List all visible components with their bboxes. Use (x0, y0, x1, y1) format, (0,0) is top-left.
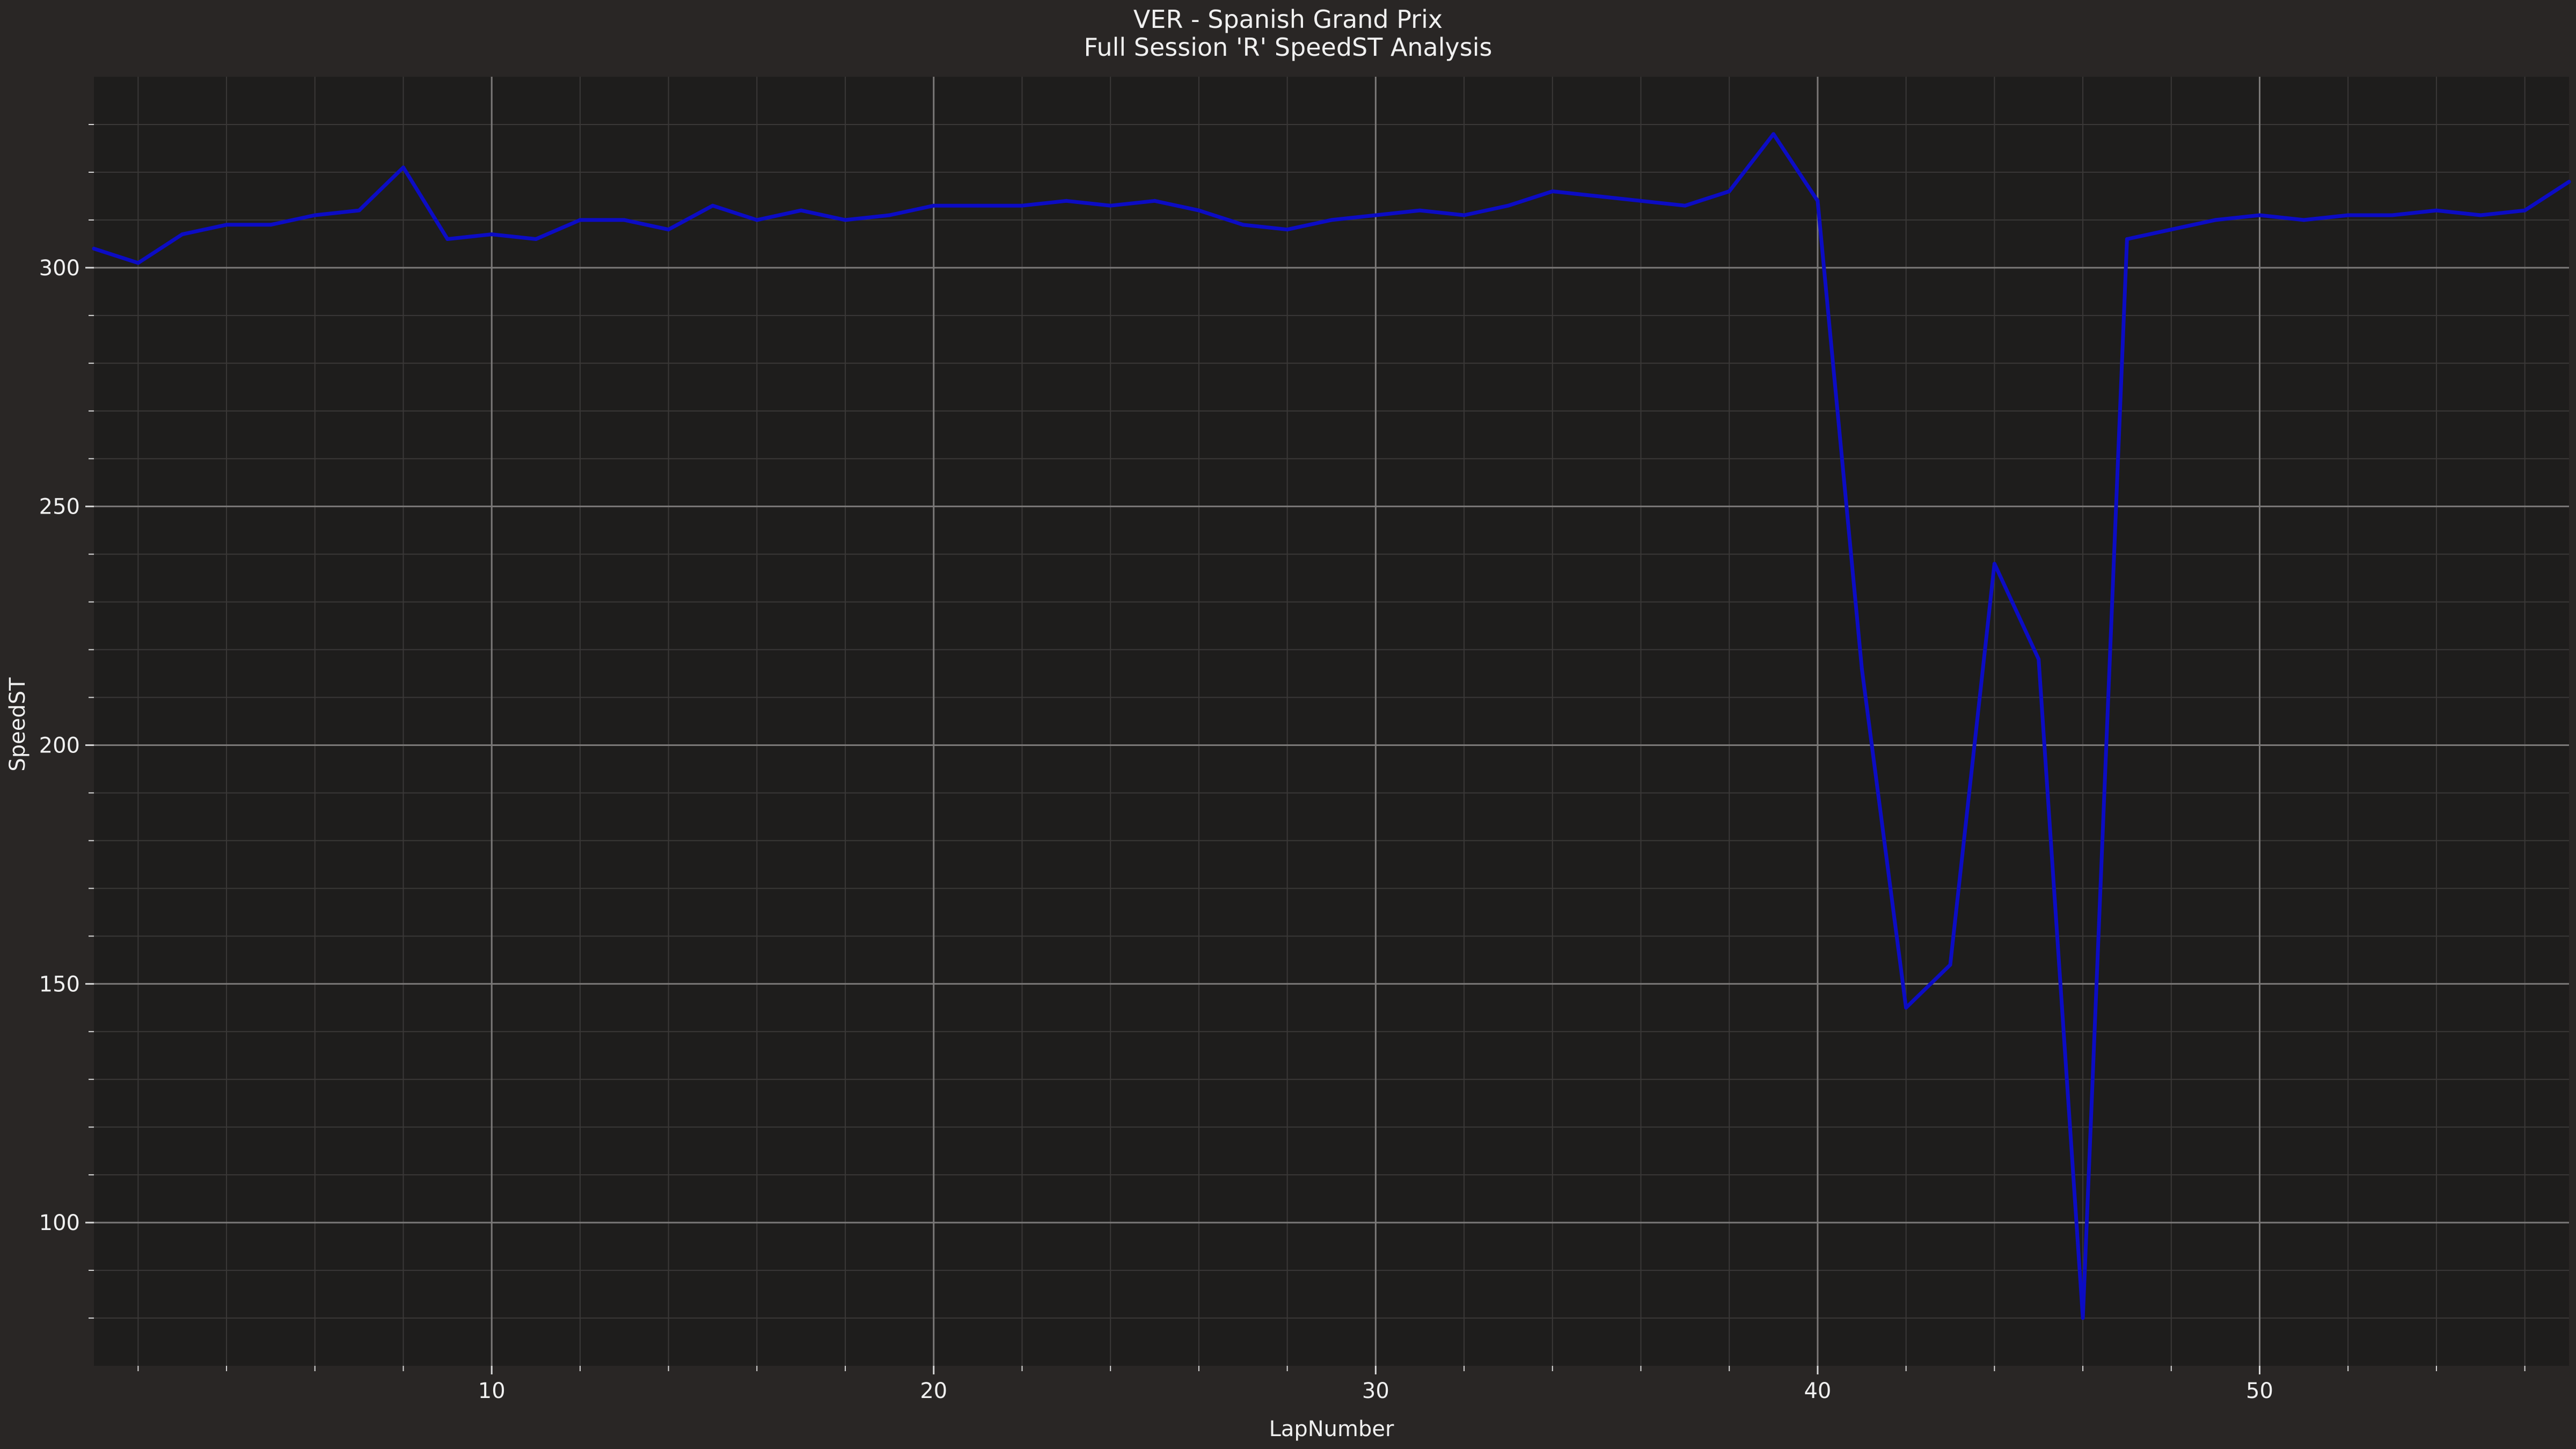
axis-ticks (85, 123, 2526, 1374)
x-tick-label: 40 (1804, 1379, 1831, 1403)
data-point (1727, 189, 1731, 194)
data-point (313, 213, 317, 217)
chart-subtitle: Full Session 'R' SpeedST Analysis (1084, 33, 1492, 62)
data-point (1550, 189, 1555, 194)
data-point (1462, 213, 1466, 217)
data-point (843, 218, 847, 222)
data-point (1373, 213, 1378, 217)
data-point (887, 213, 891, 217)
x-tick-label: 30 (1362, 1379, 1389, 1403)
data-point (976, 203, 980, 208)
data-point (799, 208, 803, 213)
data-point (1108, 203, 1113, 208)
data-point (2213, 218, 2218, 222)
data-point (1285, 228, 1290, 232)
data-point (92, 246, 96, 251)
data-point (1992, 561, 1996, 566)
data-point (755, 218, 759, 222)
y-tick-label: 100 (39, 1211, 80, 1235)
data-point (2258, 213, 2262, 217)
data-point (2302, 218, 2306, 222)
x-axis-label: LapNumber (1269, 1417, 1394, 1441)
series-layer (92, 132, 2571, 1320)
minor-grid (94, 77, 2569, 1366)
data-point (622, 218, 626, 222)
x-tick-label: 10 (478, 1379, 506, 1403)
data-point (1329, 218, 1334, 222)
y-tick-label: 200 (39, 733, 80, 758)
data-point (1594, 194, 1599, 198)
x-tick-label: 50 (2246, 1379, 2273, 1403)
data-point (2478, 213, 2483, 217)
data-point (1064, 199, 1069, 203)
data-point (2523, 208, 2527, 213)
data-point (1948, 963, 1952, 967)
data-point (1197, 208, 1201, 213)
data-point (445, 237, 450, 241)
data-point (534, 237, 538, 241)
data-point (1241, 223, 1245, 227)
data-point (268, 223, 273, 227)
data-point (224, 223, 229, 227)
y-axis-label: SpeedST (5, 677, 30, 772)
tick-labels: 10 20 30 40 50 100 150 200 250 300 (39, 256, 2273, 1403)
data-point (1816, 199, 1820, 203)
x-tick-label: 20 (920, 1379, 947, 1403)
data-point (2125, 237, 2129, 241)
data-point (1639, 199, 1643, 203)
data-point (667, 228, 671, 232)
data-point (1418, 208, 1422, 213)
data-point (1683, 203, 1687, 208)
y-tick-label: 300 (39, 256, 80, 281)
data-point (401, 165, 405, 170)
data-point (1860, 667, 1864, 671)
data-point (489, 232, 494, 237)
y-tick-label: 250 (39, 495, 80, 519)
data-point (2169, 228, 2174, 232)
y-tick-label: 150 (39, 972, 80, 997)
data-point (2567, 180, 2571, 184)
data-point (578, 218, 582, 222)
chart-title: VER - Spanish Grand Prix (1133, 5, 1443, 34)
data-point (1153, 199, 1157, 203)
data-point (357, 208, 361, 213)
data-point (1904, 1006, 1908, 1010)
plot-area (94, 77, 2569, 1366)
data-point (1020, 203, 1024, 208)
data-point (180, 232, 185, 237)
data-point (2390, 213, 2395, 217)
data-point (2037, 657, 2041, 661)
data-point (2081, 1316, 2085, 1320)
data-point (136, 261, 140, 265)
major-grid (94, 77, 2569, 1366)
data-point (2434, 208, 2439, 213)
data-point (711, 203, 715, 208)
data-point (1772, 132, 1776, 136)
data-point (1506, 203, 1510, 208)
data-point (2346, 213, 2350, 217)
data-point (932, 203, 936, 208)
